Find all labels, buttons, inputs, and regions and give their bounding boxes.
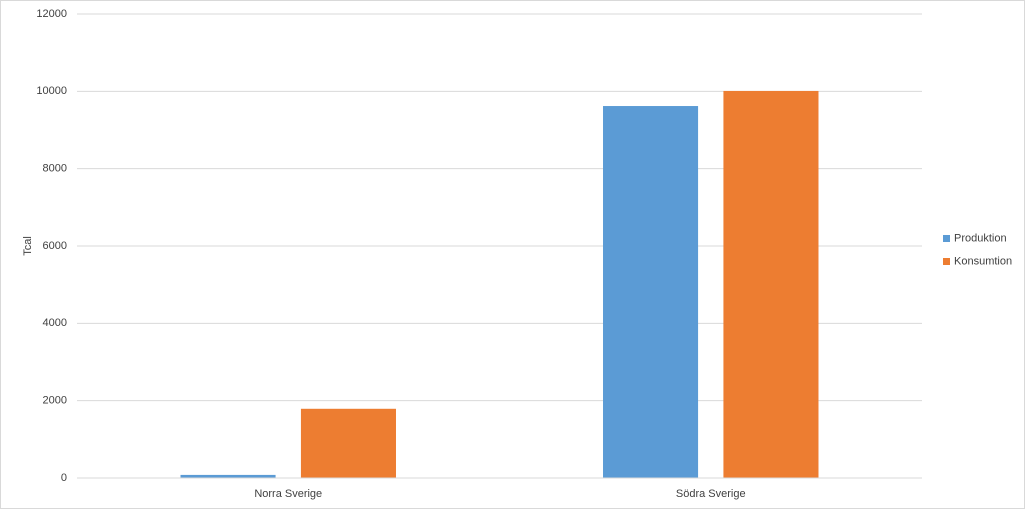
y-tick-label: 8000 xyxy=(43,163,67,175)
y-tick-label: 12000 xyxy=(36,8,67,20)
bar xyxy=(180,474,276,478)
legend-label: Produktion xyxy=(954,232,1007,244)
x-tick-label: Norra Sverige xyxy=(254,488,322,500)
bar xyxy=(300,408,396,478)
y-tick-label: 2000 xyxy=(43,395,67,407)
legend-label: Konsumtion xyxy=(954,255,1012,267)
y-axis-label: Tcal xyxy=(22,236,34,256)
bar xyxy=(603,106,699,478)
y-tick-label: 0 xyxy=(61,472,67,484)
x-tick-label: Södra Sverige xyxy=(676,488,746,500)
legend-swatch xyxy=(943,258,950,265)
y-tick-label: 4000 xyxy=(43,317,67,329)
y-tick-label: 6000 xyxy=(43,240,67,252)
bar xyxy=(723,90,819,479)
legend-swatch xyxy=(943,235,950,242)
y-tick-label: 10000 xyxy=(36,85,67,97)
